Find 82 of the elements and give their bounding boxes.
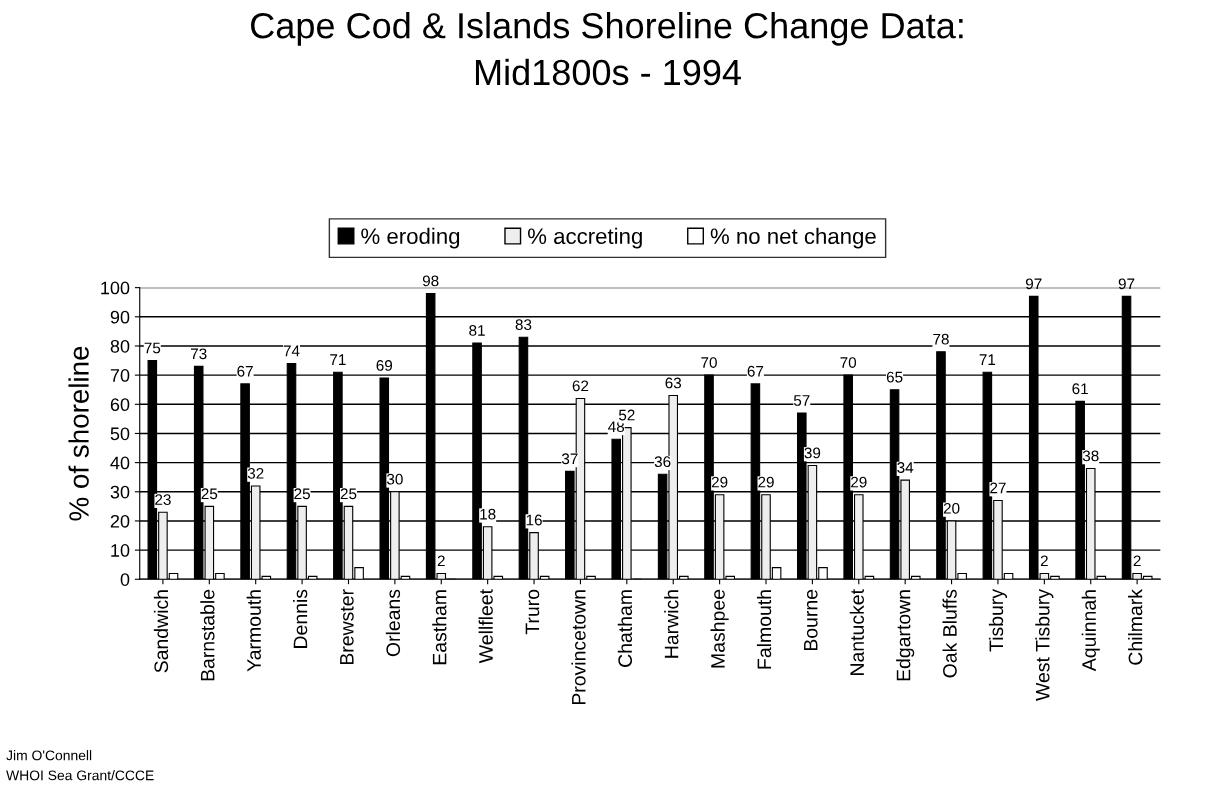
legend-label: % no net change (710, 227, 876, 249)
data-label: 67 (237, 365, 253, 377)
data-label: 57 (793, 395, 810, 406)
x-tick-label: Falmouth (756, 590, 772, 669)
y-axis-title: % of shoreline (68, 346, 89, 521)
data-label: 65 (886, 371, 903, 383)
x-tick-label: Chilmark (1128, 588, 1143, 665)
data-label: 2 (437, 555, 445, 567)
data-label: 71 (979, 354, 996, 365)
y-tick-label: 90 (110, 310, 130, 324)
data-label: 71 (330, 354, 346, 365)
x-tick-label: Tisbury (988, 589, 1008, 652)
y-tick-label: 70 (110, 369, 130, 382)
data-label: 2 (1040, 555, 1048, 567)
data-label: 74 (283, 345, 300, 357)
data-label: 18 (480, 508, 496, 520)
data-label: 70 (840, 357, 857, 368)
data-label: 25 (201, 488, 218, 500)
text: Jim O'Connell (6, 750, 92, 761)
y-tick-label: 50 (110, 427, 130, 441)
data-label: 39 (804, 447, 821, 459)
x-tick-label: Wellfleet (478, 589, 493, 664)
data-label: 29 (758, 476, 774, 488)
data-label: 81 (469, 325, 485, 336)
data-label: 30 (386, 473, 403, 485)
x-tick-label: Sandwich (153, 590, 169, 673)
y-tick-label: 10 (111, 544, 130, 557)
data-label: 73 (190, 348, 207, 360)
x-tick-label: Eastham (432, 590, 447, 665)
data-label: 61 (1072, 383, 1088, 395)
data-label: 97 (1118, 278, 1135, 290)
data-label: 37 (561, 453, 578, 465)
x-tick-label: West Tisbury (1035, 589, 1054, 701)
legend-label: % accreting (527, 227, 642, 249)
data-label: 70 (701, 357, 717, 368)
data-label: 78 (933, 333, 949, 345)
data-label: 32 (247, 467, 264, 479)
x-tick-label: Dennis (293, 589, 308, 648)
data-label: 38 (1082, 450, 1099, 462)
x-tick-label: Bourne (804, 589, 818, 651)
x-tick-label: Harwich (664, 590, 679, 658)
data-label: 16 (526, 514, 542, 526)
data-label: 75 (144, 342, 161, 354)
data-label: 34 (897, 462, 914, 473)
data-label: 83 (515, 319, 532, 331)
data-label: 69 (376, 360, 393, 371)
x-tick-label: Brewster (340, 589, 354, 665)
x-tick-label: Edgartown (896, 590, 915, 681)
data-label: 23 (155, 494, 171, 506)
chart-title: Cape Cod & Islands Shoreline Change Data: Mid1800s - 1994 (251, 11, 963, 86)
data-label: 67 (747, 365, 764, 377)
data-label: 25 (294, 488, 310, 500)
y-tick-label: 0 (120, 573, 130, 586)
data-label: 98 (422, 275, 439, 287)
x-tick-label: Mashpee (710, 589, 729, 668)
y-tick-label: 100 (101, 281, 130, 295)
data-label: 27 (990, 482, 1006, 494)
data-label: 36 (654, 456, 671, 468)
data-label: 97 (1025, 278, 1042, 290)
data-label: 29 (851, 476, 867, 488)
x-tick-label: Yarmouth (246, 590, 261, 672)
x-tick-label: Chatham (617, 590, 633, 667)
text: WHOI Sea Grant/CCCE (6, 770, 154, 781)
data-label: 2 (1133, 555, 1141, 567)
x-tick-label: Oak Bluffs (942, 589, 957, 678)
x-tick-label: Truro (525, 589, 540, 635)
data-label: 63 (665, 377, 682, 389)
x-tick-label: Orleans (385, 589, 401, 657)
y-tick-label: 80 (110, 339, 130, 353)
y-tick-label: 20 (110, 514, 130, 528)
data-label: 20 (943, 502, 960, 514)
x-tick-label: Provincetown (571, 590, 586, 705)
x-tick-label: Barnstable (200, 589, 215, 681)
y-tick-label: 40 (110, 456, 130, 470)
data-label: 29 (711, 476, 728, 488)
legend-label: % eroding (361, 227, 460, 249)
data-label: 62 (572, 380, 589, 392)
data-label: 25 (340, 488, 357, 500)
x-tick-label: Aquinnah (1081, 590, 1100, 672)
x-tick-label: Nantucket (849, 589, 864, 675)
y-tick-label: 60 (110, 398, 130, 412)
y-tick-label: 30 (110, 485, 130, 499)
